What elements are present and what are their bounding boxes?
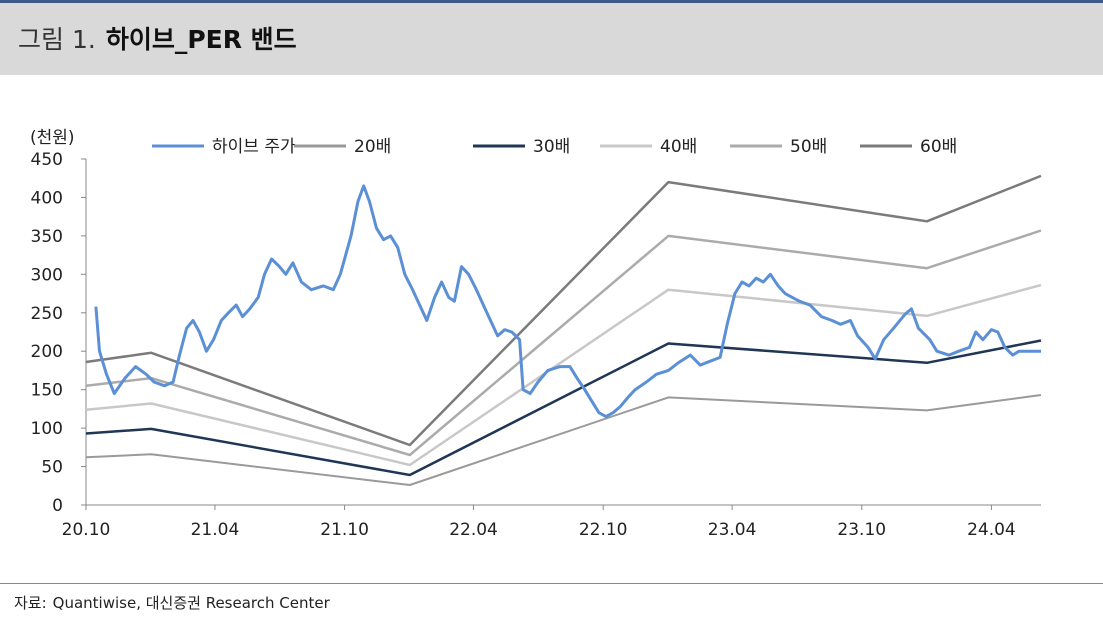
- legend-label: 40배: [660, 137, 697, 157]
- source-label: 자료:: [14, 594, 47, 612]
- series-line-50배: [85, 229, 1042, 457]
- chart-title: 하이브_PER 밴드: [105, 25, 297, 54]
- y-tick-label: 100: [31, 419, 63, 439]
- x-tick-label: 21.10: [320, 520, 369, 540]
- y-tick-label: 200: [31, 342, 63, 362]
- series-line-30배: [85, 339, 1042, 477]
- x-tick-label: 22.04: [449, 520, 498, 540]
- y-tick-label: 150: [31, 381, 63, 401]
- figure-title: 그림 1. 하이브_PER 밴드: [18, 25, 297, 55]
- legend: 하이브 주가 20배 30배 40배 50배 60배: [152, 137, 957, 157]
- series-line-60배: [85, 174, 1042, 447]
- footer-rule: [0, 583, 1103, 584]
- legend-label: 60배: [920, 137, 957, 157]
- y-tick-label: 250: [31, 304, 63, 324]
- top-rule: [0, 0, 1103, 3]
- legend-label: 20배: [354, 137, 391, 157]
- source-text: Quantiwise, 대신증권 Research Center: [52, 594, 330, 612]
- axes: 0 50 100 150 200 250 300 350 400 450 20.10 21.04 21.…: [31, 150, 1041, 540]
- y-tick-label: 0: [52, 496, 63, 516]
- y-tick-label: 50: [41, 458, 63, 478]
- y-tick-label: 350: [31, 227, 63, 247]
- x-tick-label: 21.04: [191, 520, 240, 540]
- legend-label: 하이브 주가: [212, 137, 296, 157]
- x-tick-label: 20.10: [62, 520, 111, 540]
- series-line-하이브 주가: [94, 184, 1041, 419]
- x-tick-label: 24.04: [967, 520, 1016, 540]
- y-tick-label: 400: [31, 188, 63, 208]
- series-line-40배: [85, 283, 1042, 467]
- legend-label: 30배: [533, 137, 570, 157]
- series-line-20배: [85, 394, 1042, 486]
- x-tick-label: 23.04: [708, 520, 757, 540]
- x-tick-label: 23.10: [837, 520, 886, 540]
- x-tick-label: 22.10: [579, 520, 628, 540]
- series-lines: [85, 174, 1042, 486]
- legend-label: 50배: [790, 137, 827, 157]
- y-unit-label: (천원): [30, 128, 75, 148]
- y-tick-label: 450: [31, 150, 63, 170]
- source-note: 자료: Quantiwise, 대신증권 Research Center: [14, 592, 330, 613]
- figure-header: 그림 1. 하이브_PER 밴드: [0, 3, 1103, 75]
- y-tick-label: 300: [31, 265, 63, 285]
- figure-number: 그림 1.: [18, 25, 96, 54]
- per-band-chart: 0 50 100 150 200 250 300 350 400 450 20.10 21.04 21.…: [30, 128, 1042, 540]
